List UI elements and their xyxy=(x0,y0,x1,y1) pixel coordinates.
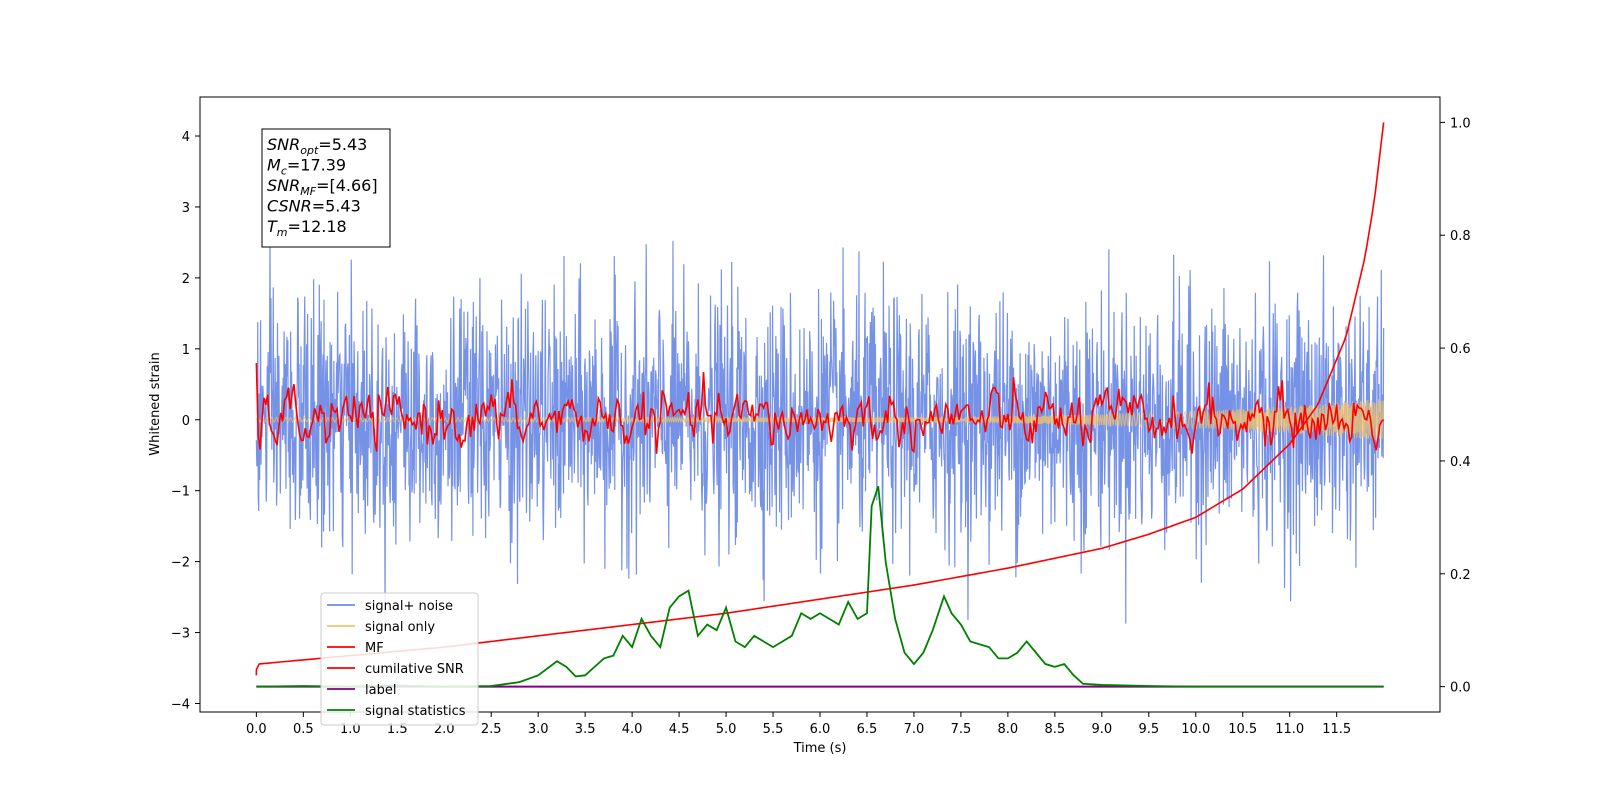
x-tick-label: 10.5 xyxy=(1228,722,1257,737)
x-tick-label: 5.0 xyxy=(716,722,737,737)
series-signal-statistics xyxy=(256,486,1384,688)
legend: signal+ noise signal only MF cumilative SNR… xyxy=(320,592,479,726)
x-tick-label: 3.5 xyxy=(575,722,596,737)
y2-tick-label: 1.0 xyxy=(1450,116,1471,131)
y-tick-label: 3 xyxy=(182,201,190,216)
x-tick-label: 8.5 xyxy=(1045,722,1066,737)
legend-entry: label xyxy=(365,683,396,698)
x-tick-label: 0.5 xyxy=(293,722,314,737)
y-tick-label: −4 xyxy=(171,697,190,712)
x-tick-label: 7.0 xyxy=(904,722,925,737)
x-tick-label: 11.0 xyxy=(1275,722,1304,737)
y2-tick-label: 0.4 xyxy=(1450,455,1471,470)
x-tick-label: 8.0 xyxy=(998,722,1019,737)
x-tick-label: 1.0 xyxy=(340,722,361,737)
legend-entry: MF xyxy=(365,641,384,656)
x-tick-label: 4.5 xyxy=(669,722,690,737)
y-tick-label: −1 xyxy=(171,485,190,500)
y-tick-label: 2 xyxy=(182,272,190,287)
y2-tick-label: 0.6 xyxy=(1450,342,1471,357)
x-tick-label: 2.0 xyxy=(434,722,455,737)
legend-entry: signal only xyxy=(365,620,435,635)
info-line: SNRopt=5.43 xyxy=(267,135,367,157)
y-axis-label: Whitened strain xyxy=(148,352,163,455)
info-line: CSNR=5.43 xyxy=(267,197,361,216)
y2-tick-label: 0.0 xyxy=(1450,681,1471,696)
legend-frame xyxy=(320,592,479,726)
y2-tick-label: 0.8 xyxy=(1450,229,1471,244)
y-tick-label: 1 xyxy=(182,343,190,358)
x-axis: 0.0 0.5 1.0 1.5 2.0 2.5 3.0 3.5 4.0 4.5 5.0 5.5 6.0 6… xyxy=(246,712,1351,737)
x-tick-label: 4.0 xyxy=(622,722,643,737)
x-tick-label: 5.5 xyxy=(763,722,784,737)
y-tick-label: −2 xyxy=(171,556,190,571)
y-tick-label: −3 xyxy=(171,627,190,642)
x-tick-label: 6.5 xyxy=(857,722,878,737)
x-tick-label: 11.5 xyxy=(1322,722,1351,737)
info-line: Mc=17.39 xyxy=(267,156,346,178)
legend-entry: signal statistics xyxy=(365,704,466,719)
info-box: SNRopt=5.43Mc=17.39SNRMF=[4.66]CSNR=5.43… xyxy=(261,128,391,248)
x-tick-label: 3.0 xyxy=(528,722,549,737)
info-box-frame xyxy=(261,128,391,248)
legend-entry: signal+ noise xyxy=(365,599,453,614)
y-axis-right: 0.0 0.2 0.4 0.6 0.8 1.0 xyxy=(1440,116,1471,696)
series-signal-noise xyxy=(255,240,1385,624)
info-line: Tm=12.18 xyxy=(267,217,347,239)
x-tick-label: 1.5 xyxy=(387,722,408,737)
info-line: SNRMF=[4.66] xyxy=(267,176,378,198)
x-tick-label: 6.0 xyxy=(810,722,831,737)
x-tick-label: 10.0 xyxy=(1181,722,1210,737)
y2-tick-label: 0.2 xyxy=(1450,568,1471,583)
x-tick-label: 7.5 xyxy=(951,722,972,737)
x-axis-label: Time (s) xyxy=(793,741,847,756)
y-axis-left: −4 −3 −2 −1 0 1 2 3 4 xyxy=(171,130,200,712)
x-tick-label: 9.5 xyxy=(1138,722,1159,737)
x-tick-label: 0.0 xyxy=(246,722,267,737)
x-tick-label: 2.5 xyxy=(481,722,502,737)
y-tick-label: 4 xyxy=(182,130,190,145)
series-mf xyxy=(255,362,1385,454)
x-tick-label: 9.0 xyxy=(1091,722,1112,737)
legend-entry: cumilative SNR xyxy=(365,662,464,677)
y-tick-label: 0 xyxy=(182,414,190,429)
